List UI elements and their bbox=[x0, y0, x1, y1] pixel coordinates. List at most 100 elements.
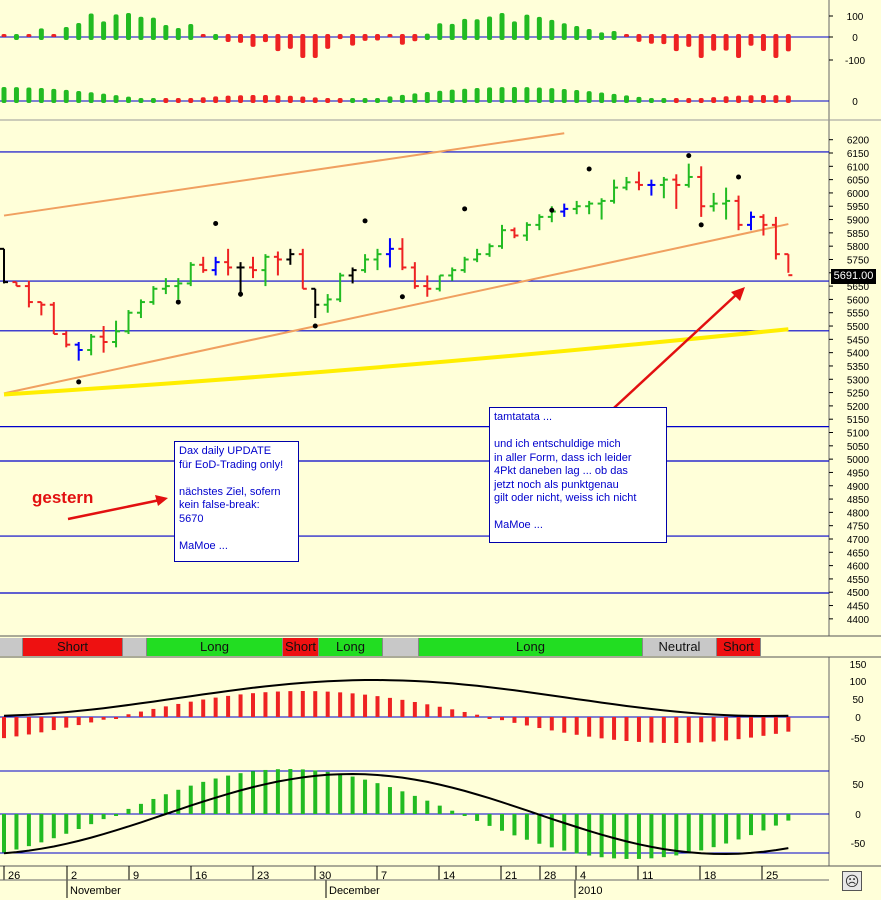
note-line: 5670 bbox=[179, 512, 204, 525]
osc3-bar bbox=[736, 717, 741, 740]
osc4-bar bbox=[487, 814, 492, 826]
osc3-bar bbox=[761, 717, 766, 736]
osc1-bar bbox=[88, 13, 94, 41]
signal-segment-none bbox=[0, 638, 23, 656]
osc3-bar bbox=[636, 717, 641, 742]
osc3-bar bbox=[188, 701, 193, 717]
osc1-bar bbox=[599, 32, 605, 40]
osc4-bar bbox=[126, 808, 131, 814]
signal-line bbox=[3, 679, 789, 718]
osc4-bar bbox=[213, 778, 218, 814]
ohlc-bar bbox=[336, 272, 345, 303]
ohlc-bar bbox=[124, 310, 133, 335]
osc4-bar bbox=[151, 798, 156, 814]
osc3-bar bbox=[238, 694, 243, 717]
gestern-label: gestern bbox=[32, 488, 94, 507]
ohlc-bar bbox=[522, 222, 531, 241]
osc3-bar bbox=[350, 693, 355, 717]
ohlc-bar bbox=[0, 247, 8, 284]
ohlc-bar bbox=[610, 179, 619, 204]
osc4-bar bbox=[39, 814, 44, 843]
osc2-bar bbox=[375, 97, 380, 103]
osc1-bar bbox=[511, 21, 517, 40]
osc3-bar bbox=[686, 717, 691, 743]
osc2-bar bbox=[188, 98, 194, 103]
osc3-bar bbox=[587, 717, 592, 737]
osc2-bar bbox=[51, 88, 57, 103]
price-tick-label: 5800 bbox=[847, 242, 870, 253]
ohlc-bar bbox=[684, 163, 693, 188]
signal-line bbox=[3, 772, 789, 856]
x-tick-label: 14 bbox=[443, 870, 455, 882]
osc2-bar bbox=[760, 95, 766, 103]
signal-segment-long: Long bbox=[319, 638, 383, 656]
smiley-icon[interactable]: ☹ bbox=[842, 871, 862, 891]
osc1-bar bbox=[200, 34, 206, 37]
pivot-dot bbox=[362, 218, 368, 224]
osc2-bar bbox=[225, 95, 231, 103]
tick-label: 100 bbox=[847, 12, 864, 23]
ohlc-bar bbox=[784, 253, 793, 277]
channel-line bbox=[3, 223, 789, 395]
osc4-bar bbox=[338, 773, 343, 814]
osc2-bar bbox=[748, 95, 754, 103]
osc1-bar bbox=[636, 34, 642, 42]
osc2-bar bbox=[624, 95, 629, 103]
note-line: Dax daily UPDATE bbox=[179, 445, 272, 457]
osc4-bar bbox=[300, 769, 305, 814]
ohlc-bar bbox=[697, 166, 706, 217]
osc2-bar bbox=[599, 92, 605, 103]
price-tick-label: 4650 bbox=[847, 548, 870, 559]
osc3-bar bbox=[151, 708, 156, 717]
osc4-bar bbox=[749, 814, 753, 836]
osc4-bar bbox=[437, 805, 442, 814]
note-line: MaMoe ... bbox=[494, 519, 543, 531]
ohlc-bar bbox=[448, 267, 457, 281]
osc4-bar bbox=[699, 814, 704, 851]
osc2-bar bbox=[275, 95, 281, 103]
osc4-bar bbox=[138, 803, 143, 814]
osc3-bar bbox=[599, 717, 604, 739]
osc2-bar bbox=[723, 96, 729, 103]
ohlc-bar bbox=[572, 200, 581, 215]
ohlc-bar bbox=[136, 299, 145, 319]
price-tick-label: 5000 bbox=[847, 455, 870, 466]
note-line: 4Pkt daneben lag ... ob das bbox=[494, 465, 628, 477]
price-tick-label: 4500 bbox=[847, 588, 870, 599]
osc2-bar bbox=[399, 94, 405, 103]
osc2-bar bbox=[773, 95, 779, 103]
osc2-bar bbox=[437, 90, 443, 103]
osc2-bar bbox=[412, 93, 418, 103]
osc2-bar bbox=[138, 98, 144, 103]
ohlc-bar bbox=[87, 334, 96, 356]
ohlc-bar bbox=[647, 179, 656, 196]
osc2-bar bbox=[536, 87, 542, 103]
osc1-bar bbox=[748, 34, 754, 46]
osc4-bar bbox=[661, 814, 666, 858]
ohlc-bar bbox=[348, 267, 357, 284]
moving-average-line bbox=[3, 327, 789, 397]
note-line: nächstes Ziel, sofern bbox=[179, 485, 281, 498]
osc4-bar bbox=[26, 814, 31, 847]
osc3-bar bbox=[39, 717, 44, 733]
pivot-dot bbox=[462, 206, 468, 212]
osc1-bar bbox=[673, 34, 679, 52]
osc2-bar bbox=[300, 96, 306, 103]
note-tamtatata: tamtatata ... und ich entschuldige mich i… bbox=[489, 407, 667, 543]
osc4-bar bbox=[325, 771, 330, 814]
price-tick-label: 6200 bbox=[847, 136, 870, 147]
ohlc-bar bbox=[398, 238, 407, 271]
osc4-bar bbox=[14, 814, 19, 850]
osc3-bar bbox=[487, 717, 492, 719]
note-line bbox=[494, 506, 662, 520]
osc1-bar bbox=[362, 34, 368, 41]
pivot-dot bbox=[399, 294, 405, 300]
signal-segment-short: Short bbox=[717, 638, 761, 656]
pivot-dot bbox=[312, 323, 318, 329]
ohlc-bar bbox=[112, 320, 121, 348]
osc3-bar bbox=[661, 717, 666, 743]
tick-label: 0 bbox=[852, 97, 858, 108]
osc2-bar bbox=[561, 88, 567, 103]
osc3-bar bbox=[786, 717, 791, 732]
ohlc-bar bbox=[361, 254, 370, 273]
